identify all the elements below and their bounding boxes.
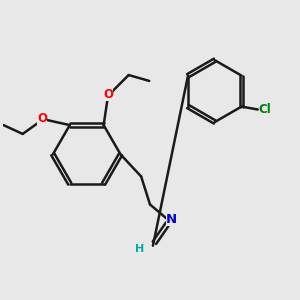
- Text: N: N: [166, 213, 177, 226]
- Text: Cl: Cl: [259, 103, 272, 116]
- Text: H: H: [135, 244, 144, 254]
- Text: O: O: [103, 88, 113, 101]
- Text: O: O: [38, 112, 47, 125]
